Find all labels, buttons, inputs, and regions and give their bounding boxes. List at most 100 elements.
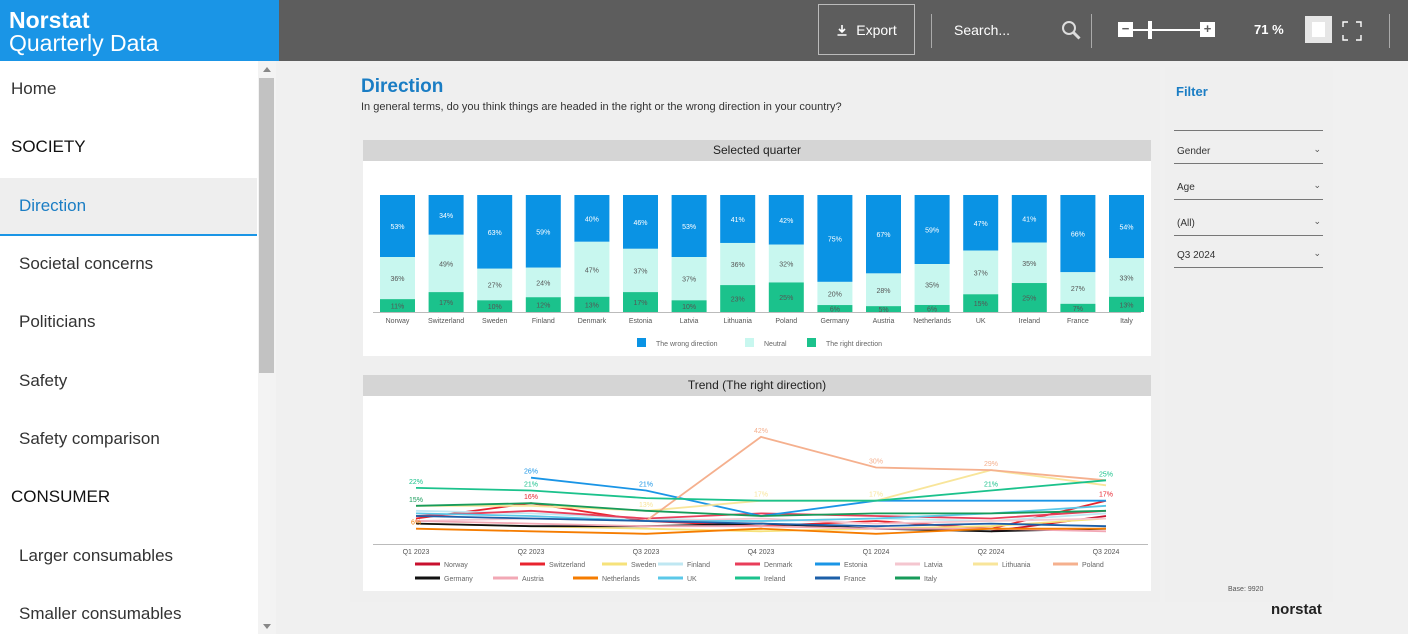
bar-wrong-netherlands[interactable] (914, 195, 950, 265)
search-icon[interactable] (1060, 19, 1082, 41)
bar-right-norway[interactable] (380, 299, 415, 312)
bar-neutral-lithuania[interactable] (720, 242, 756, 286)
bar-label-right: 6% (830, 307, 840, 314)
bar-label-neutral: 20% (828, 291, 842, 298)
line-series-poland[interactable] (645, 435, 1107, 522)
zoom-slider-track[interactable] (1133, 29, 1200, 31)
bar-wrong-finland[interactable] (525, 195, 561, 268)
bar-wrong-sweden[interactable] (477, 195, 513, 269)
scroll-up-icon[interactable] (263, 67, 271, 72)
fit-page-button[interactable] (1305, 16, 1332, 43)
bar-right-lithuania[interactable] (720, 285, 756, 312)
bar-label-right: 13% (1119, 302, 1133, 309)
bar-right-estonia[interactable] (623, 292, 658, 312)
bar-neutral-finland[interactable] (525, 267, 561, 298)
x-tick-label: Ireland (1019, 318, 1041, 325)
bar-neutral-france[interactable] (1060, 272, 1096, 304)
zoom-out-button[interactable]: − (1118, 22, 1133, 37)
legend-label: Germany (444, 576, 473, 583)
sidebar-item-larger-consumables[interactable]: Larger consumables (19, 546, 174, 565)
zoom-slider-handle[interactable] (1148, 21, 1152, 39)
legend-label: Latvia (924, 562, 943, 569)
bar-wrong-lithuania[interactable] (720, 195, 756, 243)
bar-neutral-germany[interactable] (817, 281, 853, 306)
legend-label: France (844, 576, 866, 583)
bar-wrong-italy[interactable] (1109, 195, 1144, 259)
line-series-denmark[interactable] (415, 509, 1107, 520)
sidebar-item-politicians[interactable]: Politicians (19, 312, 96, 331)
bar-wrong-norway[interactable] (380, 195, 415, 258)
bar-neutral-denmark[interactable] (574, 241, 610, 297)
bar-wrong-france[interactable] (1060, 195, 1096, 273)
line-series-netherlands[interactable] (415, 527, 1106, 535)
bar-right-finland[interactable] (525, 297, 561, 312)
line-series-france[interactable] (415, 515, 1107, 528)
bar-right-uk[interactable] (963, 294, 999, 312)
bar-label-right: 17% (633, 300, 647, 307)
age-dropdown[interactable]: Age ⌄ (1174, 172, 1323, 200)
bar-neutral-ireland[interactable] (1011, 242, 1047, 284)
bar-wrong-ireland[interactable] (1011, 195, 1047, 243)
bar-neutral-poland[interactable] (768, 244, 804, 283)
bar-wrong-austria[interactable] (866, 195, 901, 274)
bar-label-wrong: 53% (682, 224, 696, 231)
bar-right-denmark[interactable] (574, 296, 610, 312)
all-dropdown[interactable]: (All) ⌄ (1174, 208, 1323, 236)
bar-label-right: 12% (536, 303, 550, 310)
point-label: 22% (409, 479, 423, 486)
bar-label-wrong: 67% (876, 232, 890, 239)
scroll-down-icon[interactable] (263, 624, 271, 629)
brand-logo[interactable]: Norstat Quarterly Data (0, 0, 279, 61)
bar-right-italy[interactable] (1109, 296, 1144, 312)
bar-label-right: 10% (682, 304, 696, 311)
bar-wrong-poland[interactable] (768, 195, 804, 245)
sidebar-item-home[interactable]: Home (11, 79, 57, 98)
sidebar-item-direction[interactable]: Direction (0, 178, 257, 236)
sidebar-scrollbar[interactable] (258, 61, 276, 634)
export-button[interactable]: Export (818, 4, 915, 55)
bar-right-france[interactable] (1060, 303, 1096, 312)
bar-wrong-uk[interactable] (963, 195, 999, 251)
bar-neutral-italy[interactable] (1109, 258, 1144, 297)
bar-right-austria[interactable] (866, 306, 901, 312)
gender-dropdown[interactable]: Gender ⌄ (1174, 136, 1323, 164)
bar-right-latvia[interactable] (671, 300, 707, 312)
bar-right-sweden[interactable] (477, 300, 513, 312)
bar-neutral-uk[interactable] (963, 250, 999, 295)
bar-wrong-switzerland[interactable] (428, 195, 464, 235)
bar-neutral-netherlands[interactable] (914, 264, 950, 305)
bar-label-wrong: 46% (633, 220, 647, 227)
zoom-in-button[interactable]: + (1200, 22, 1215, 37)
bar-label-wrong: 47% (974, 221, 988, 228)
x-tick-label: Switzerland (428, 318, 464, 325)
bar-wrong-denmark[interactable] (574, 195, 610, 242)
bar-wrong-estonia[interactable] (623, 195, 658, 249)
bar-neutral-sweden[interactable] (477, 268, 513, 301)
bar-neutral-estonia[interactable] (623, 248, 658, 293)
line-series-italy[interactable] (415, 502, 1107, 517)
sidebar-item-safety[interactable]: Safety (19, 371, 68, 390)
bar-right-germany[interactable] (817, 305, 853, 312)
bar-right-netherlands[interactable] (914, 304, 950, 312)
bar-wrong-germany[interactable] (817, 195, 853, 282)
sidebar-item-smaller-consumables[interactable]: Smaller consumables (19, 604, 182, 623)
search-input[interactable]: Search... (954, 22, 1011, 38)
line-series-ireland[interactable] (415, 479, 1107, 502)
fullscreen-icon[interactable] (1341, 20, 1363, 42)
line-series-estonia[interactable] (530, 476, 1106, 517)
bar-wrong-latvia[interactable] (671, 195, 707, 258)
bar-right-ireland[interactable] (1011, 283, 1047, 312)
scrollbar-thumb[interactable] (259, 78, 274, 373)
legend-label: Netherlands (602, 576, 640, 583)
bar-right-switzerland[interactable] (428, 292, 464, 312)
sidebar-nav: Home SOCIETY Direction Societal concerns… (0, 61, 258, 634)
bar-right-poland[interactable] (768, 282, 804, 312)
bar-neutral-austria[interactable] (866, 273, 901, 307)
sidebar-item-societal-concerns[interactable]: Societal concerns (19, 254, 154, 273)
sidebar-item-safety-comparison[interactable]: Safety comparison (19, 429, 160, 448)
bar-label-right: 10% (488, 304, 502, 311)
bar-neutral-latvia[interactable] (671, 257, 707, 301)
bar-neutral-switzerland[interactable] (428, 234, 464, 293)
quarter-dropdown[interactable]: Q3 2024 ⌄ (1174, 240, 1323, 268)
bar-neutral-norway[interactable] (380, 257, 415, 300)
